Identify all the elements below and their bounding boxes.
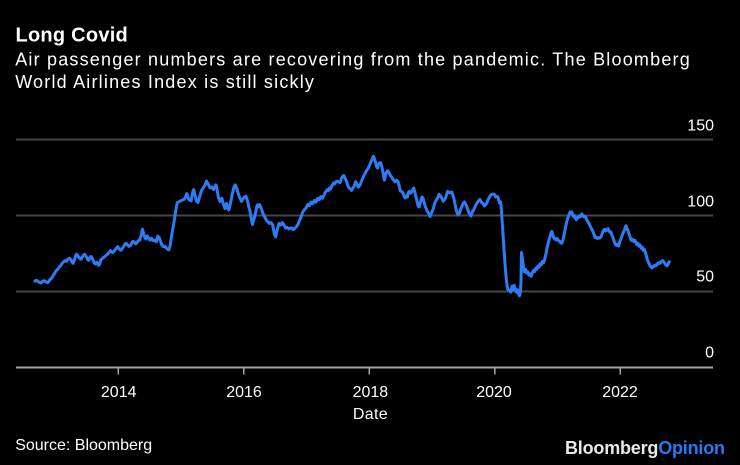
svg-text:50: 50: [696, 269, 714, 286]
svg-text:BloombergOpinion: BloombergOpinion: [565, 438, 725, 458]
svg-text:Source: Bloomberg: Source: Bloomberg: [15, 437, 152, 454]
svg-text:2014: 2014: [101, 384, 137, 401]
svg-text:100: 100: [687, 194, 714, 211]
svg-text:2018: 2018: [353, 384, 389, 401]
svg-text:2016: 2016: [226, 384, 262, 401]
svg-text:2020: 2020: [476, 384, 512, 401]
svg-text:World Airlines Index is still: World Airlines Index is still sickly: [15, 72, 315, 92]
svg-text:2022: 2022: [602, 384, 638, 401]
svg-text:150: 150: [687, 118, 714, 135]
svg-text:0: 0: [705, 345, 714, 362]
svg-text:Date: Date: [353, 406, 388, 423]
svg-text:Air passenger numbers are reco: Air passenger numbers are recovering fro…: [15, 50, 691, 70]
svg-text:Long Covid: Long Covid: [16, 25, 128, 47]
